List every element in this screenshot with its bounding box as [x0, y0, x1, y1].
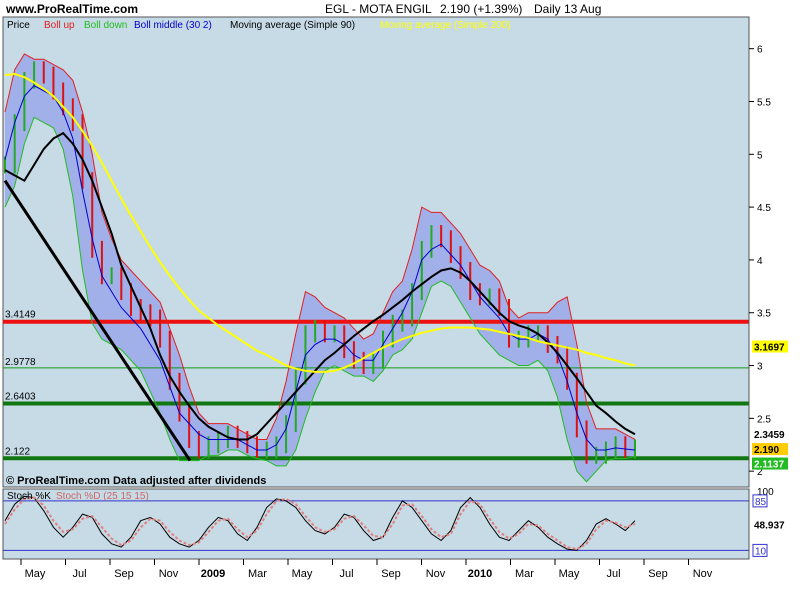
- series-line-4: [4, 131, 636, 441]
- value-badge-label-1: 2.3459: [754, 430, 785, 441]
- value-badge-label-0: 3.1697: [754, 343, 785, 354]
- x-axis: May Jul Sep Nov 2009 Mar May Jul Sep Nov 2010 Mar Ma…: [3, 558, 749, 580]
- legend-stoch-d: Stoch %D (25 15 15): [56, 491, 149, 502]
- stoch-y-box-1: [752, 494, 768, 508]
- value-badge-2: [752, 443, 788, 456]
- stoch-y-label-2: 10: [755, 546, 767, 557]
- symbol-name: EGL - MOTA ENGIL: [325, 2, 432, 16]
- legend-ma90: Moving average (Simple 90): [230, 20, 355, 31]
- stoch-layer: [3, 495, 749, 551]
- x-label-14: Sep: [648, 568, 668, 580]
- value-badge-1: [752, 428, 788, 441]
- stoch-y-label-0: 100: [757, 487, 774, 498]
- value-badge-label-3: 2.1137: [754, 460, 784, 471]
- value-badge-0: [752, 340, 788, 353]
- stoch-series-line-0: [4, 495, 636, 551]
- bollinger-band-fill: [5, 53, 635, 482]
- level-label-2: 2.6403: [5, 392, 36, 403]
- legend-stoch-k: Stoch %K: [7, 491, 51, 502]
- level-label-0: 3.4149: [5, 310, 36, 321]
- x-label-5: Mar: [248, 568, 267, 580]
- series-line-1: [4, 53, 636, 440]
- stoch-y-label-1: 85: [755, 497, 767, 508]
- x-label-13: Jul: [606, 568, 620, 580]
- value-badge-3: [752, 457, 788, 470]
- x-label-1: Jul: [72, 568, 86, 580]
- x-label-11: Mar: [515, 568, 534, 580]
- x-label-2: Sep: [114, 568, 134, 580]
- price-y-label-2: 5: [757, 150, 763, 161]
- quote-value: 2.190 (+1.39%): [440, 2, 522, 16]
- level-label-3: 2.122: [5, 446, 30, 457]
- x-label-6: May: [292, 568, 313, 580]
- price-y-label-8: 2: [757, 467, 763, 478]
- x-label-3: Nov: [159, 568, 179, 580]
- price-y-label-0: 6: [757, 45, 763, 56]
- x-label-7: Jul: [339, 568, 353, 580]
- x-label-12: May: [559, 568, 580, 580]
- period-label: Daily 13 Aug: [534, 2, 601, 16]
- legend-boll-up: Boll up: [44, 20, 75, 31]
- price-y-label-3: 4.5: [757, 203, 771, 214]
- stoch-value-badge: [752, 518, 792, 531]
- y-axis: 6 5.5 5 4.5 4 3.5 3 2.5 2 3.1697 2.3459 2.190 2.1137…: [748, 17, 792, 559]
- trend-line[interactable]: [3, 179, 192, 462]
- value-badge-label-2: 2.190: [754, 445, 779, 456]
- price-plot-area[interactable]: [2, 16, 750, 488]
- stoch-value-label: 48.937: [754, 521, 785, 532]
- price-y-label-7: 2.5: [757, 414, 771, 425]
- stoch-y-box-2: [752, 543, 768, 557]
- x-label-9: Nov: [426, 568, 446, 580]
- x-label-4: 2009: [201, 568, 225, 580]
- legend-boll-down: Boll down: [84, 20, 127, 31]
- x-label-8: Sep: [381, 568, 401, 580]
- x-label-15: Nov: [693, 568, 713, 580]
- site-title[interactable]: www.ProRealTime.com: [5, 2, 138, 16]
- legend-price: Price: [7, 20, 30, 31]
- footer-note: © ProRealTime.com Data adjusted after di…: [6, 475, 266, 487]
- level-label-1: 2.9778: [5, 357, 36, 368]
- series-line-2: [4, 116, 636, 483]
- legend-boll-middle: Boll middle (30 2): [134, 20, 212, 31]
- price-y-label-4: 4: [757, 256, 763, 267]
- price-y-label-6: 3: [757, 362, 763, 373]
- x-label-10: 2010: [468, 568, 492, 580]
- price-layer: 3.4149 2.9778 2.6403 2.122: [3, 53, 749, 483]
- price-y-label-5: 3.5: [757, 309, 771, 320]
- stoch-series-line-1: [4, 496, 636, 551]
- series-line-5: [4, 73, 636, 373]
- x-label-0: May: [25, 568, 46, 580]
- legend-ma200: Moving average (Simple 200): [380, 20, 511, 31]
- price-y-label-1: 5.5: [757, 97, 771, 108]
